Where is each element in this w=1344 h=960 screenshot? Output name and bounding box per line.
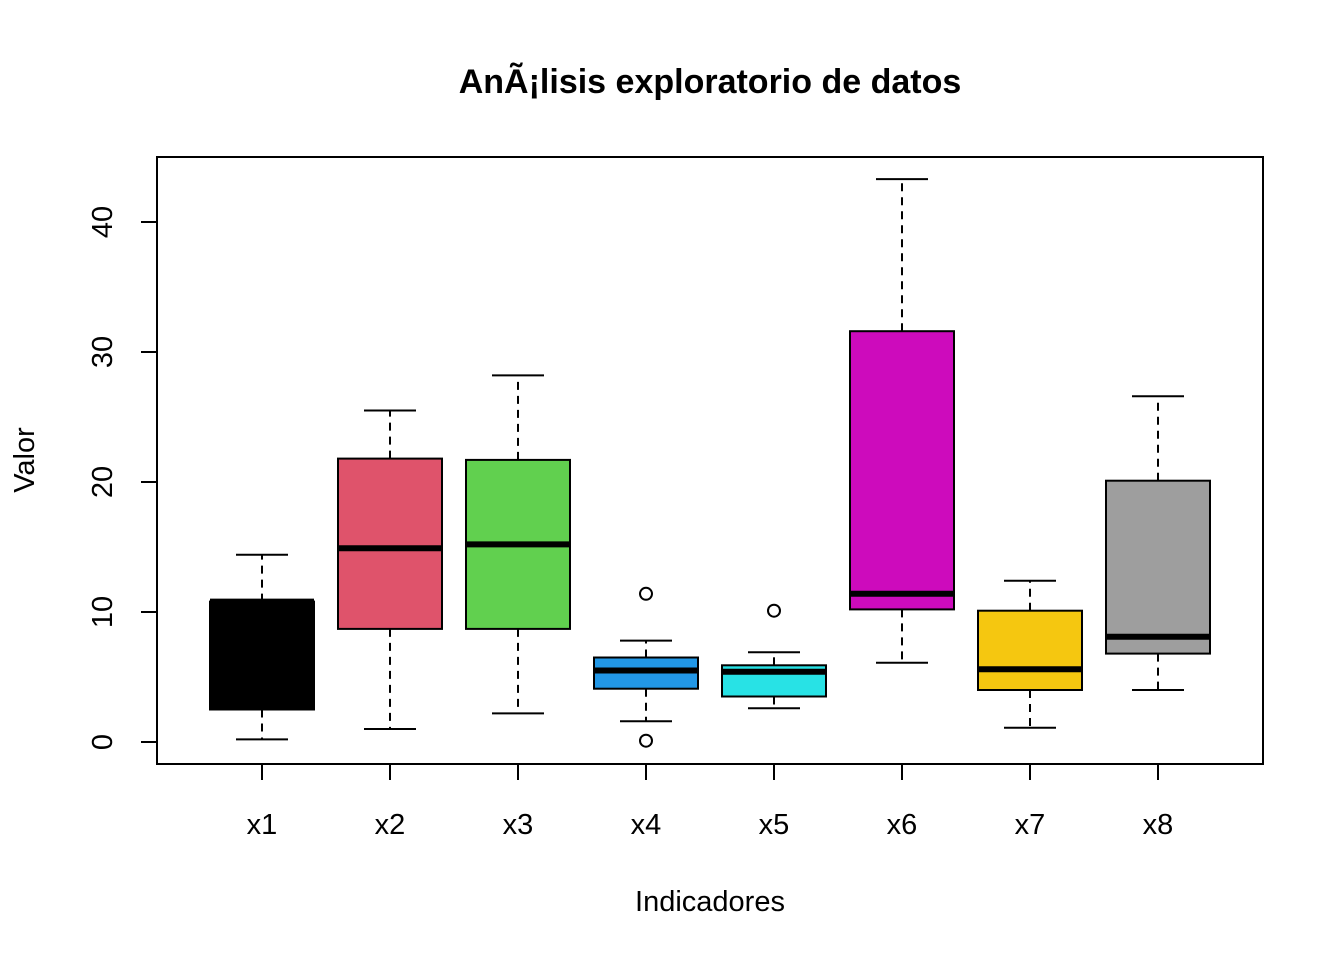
y-tick-label: 0	[87, 734, 119, 750]
box-rect	[1105, 479, 1211, 655]
box-rect	[849, 330, 955, 611]
outlier-point	[639, 586, 653, 601]
plot-frame	[156, 156, 1264, 765]
y-tick-label: 30	[87, 336, 119, 368]
x-tick-label: x3	[503, 809, 534, 841]
box-x1	[209, 553, 315, 741]
outlier-point	[639, 733, 653, 748]
x-axis: x1 x2 x3 x4 x5 x6 x7 x8	[247, 763, 1174, 841]
box-x7	[977, 579, 1083, 729]
box-rect	[209, 600, 315, 711]
box-rect	[977, 609, 1083, 692]
x-tick-label: x2	[375, 809, 406, 841]
outlier-point	[767, 603, 781, 618]
x-tick-label: x4	[631, 809, 662, 841]
chart-title: AnÃ¡lisis exploratorio de datos	[459, 63, 962, 101]
x-tick-label: x8	[1143, 809, 1174, 841]
box-rect	[337, 457, 443, 630]
x-tick-label: x7	[1015, 809, 1046, 841]
box-x6	[849, 178, 955, 664]
box-x8	[1105, 395, 1211, 691]
box-x5	[721, 603, 827, 710]
y-tick-label: 20	[87, 466, 119, 498]
boxes-layer	[209, 178, 1211, 748]
box-x2	[337, 409, 443, 730]
x-tick-label: x5	[759, 809, 790, 841]
y-axis: 0 10 20 30 40	[87, 206, 158, 750]
box-x4	[593, 586, 699, 748]
y-tick-label: 10	[87, 596, 119, 628]
box-x3	[465, 374, 571, 715]
x-tick-label: x6	[887, 809, 918, 841]
y-tick-label: 40	[87, 206, 119, 238]
x-axis-label: Indicadores	[635, 886, 785, 918]
x-tick-label: x1	[247, 809, 278, 841]
y-axis-label: Valor	[9, 427, 41, 493]
